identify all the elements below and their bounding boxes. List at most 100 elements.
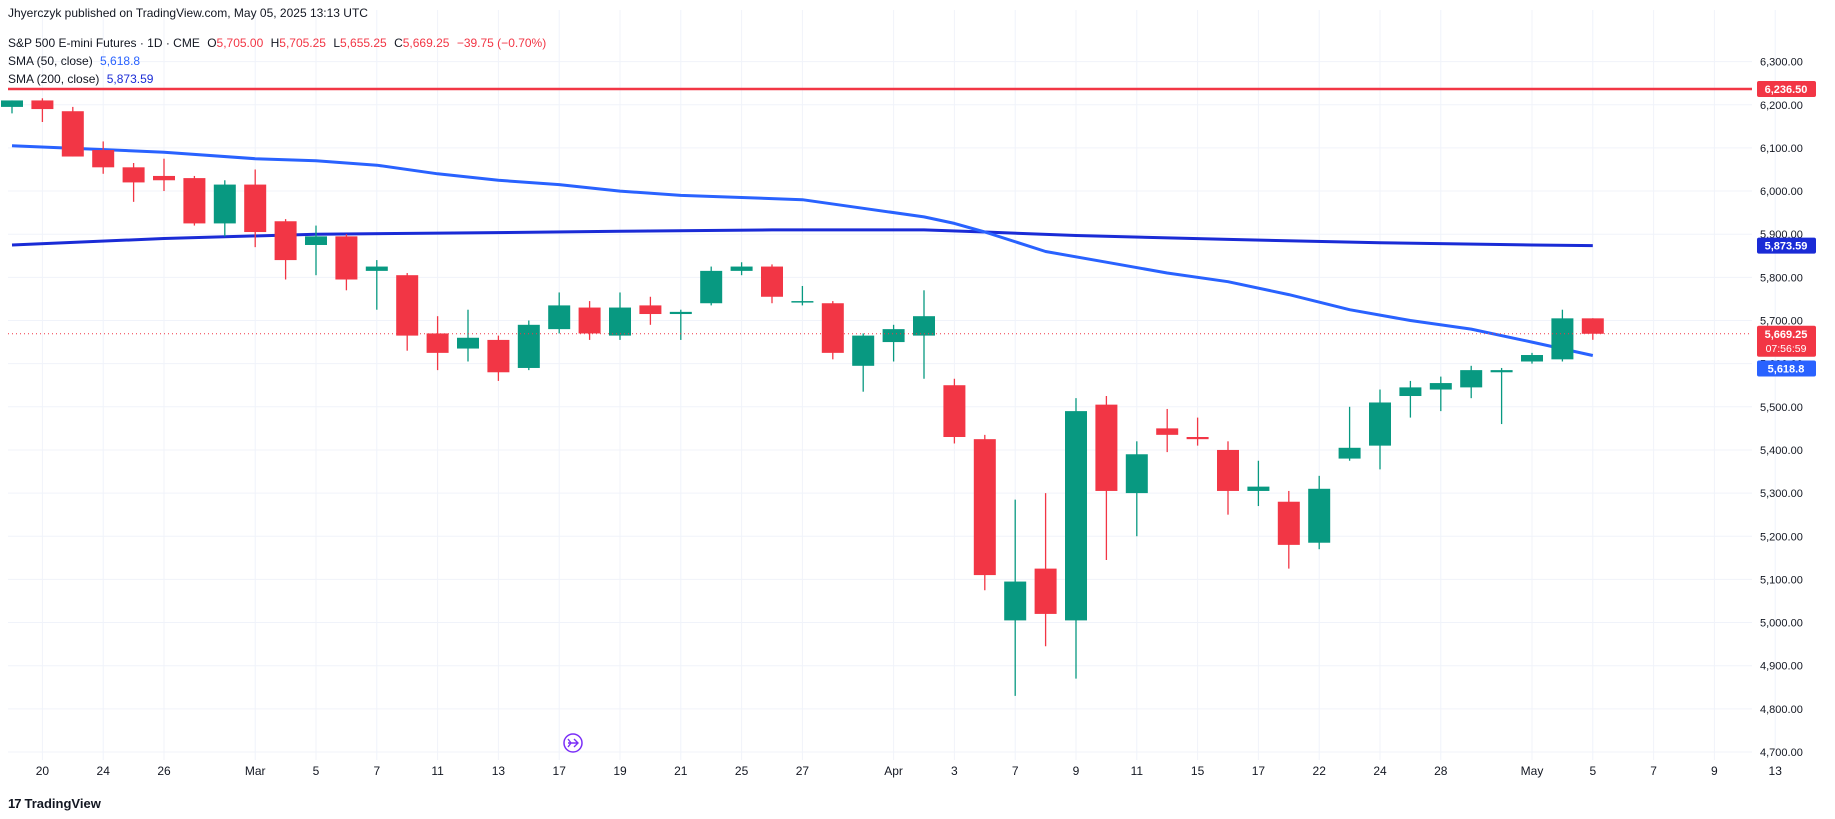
candle-down[interactable] [92,141,115,174]
last-price-tag-text: 5,669.25 [1765,329,1808,341]
sma200-legend-row[interactable]: SMA (200, close) 5,873.59 [8,70,546,88]
candle-up[interactable] [730,262,753,276]
candle-up[interactable] [1429,376,1452,412]
x-tick-label: 24 [97,764,111,778]
candle-up[interactable] [457,309,479,362]
last-price-tag: 5,669.25 07:56:59 [1757,325,1816,357]
candle-up[interactable] [609,292,631,340]
candle-down[interactable] [274,219,297,280]
candle-up[interactable] [700,266,723,306]
candle-up[interactable] [305,225,327,276]
candle-down[interactable] [153,158,175,192]
y-tick-label: 5,100.00 [1760,574,1803,586]
candle-up[interactable] [1125,441,1148,537]
candle-up[interactable] [791,285,814,306]
candle-body [1034,568,1057,614]
x-tick-label: 7 [1650,764,1657,778]
close-value: 5,669.25 [402,36,450,50]
candle-body [335,236,358,280]
candle-up[interactable] [913,290,935,379]
candle-up[interactable] [1551,309,1574,362]
x-tick-label: 9 [1073,764,1080,778]
candle-down[interactable] [183,175,206,226]
candle-down[interactable] [31,98,54,123]
candle-up[interactable] [1247,460,1270,507]
candle-body [1156,428,1179,435]
candle-body [1338,447,1361,459]
candle-up[interactable] [213,180,236,237]
sma50-line[interactable] [11,144,1594,357]
candle-down[interactable] [335,234,358,291]
candle-up[interactable] [852,333,875,392]
candle-up[interactable] [1521,352,1543,364]
candle-up[interactable] [1065,398,1087,679]
tradingview-logo: 17 [8,796,22,811]
candle-body [1277,501,1300,545]
candle-down[interactable] [1277,490,1300,569]
sma50-price-tag-bg [1757,360,1816,377]
candle-body [1186,437,1209,440]
candle-body [1065,411,1087,621]
candle-up[interactable] [1460,365,1483,399]
candle-body [183,178,206,224]
candle-body [1429,383,1452,390]
candle-down[interactable] [1581,318,1604,340]
ohlc-row[interactable]: S&P 500 E-mini Futures · 1D · CME O5,705… [8,34,546,52]
candle-up[interactable] [1308,475,1331,550]
candle-down[interactable] [1034,493,1057,647]
y-tick-label: 6,100.00 [1760,143,1803,155]
candle-up[interactable] [1399,380,1422,418]
candle-up[interactable] [1369,389,1391,470]
time-axis[interactable]: 20 24 26 Mar 5 7 11 13 17 19 21 25 27 Apr 3 7 9 11 15 17 22 2… [36,764,1782,778]
candle-body [913,316,935,336]
x-tick-label: 19 [613,764,627,778]
candle-up[interactable] [882,324,905,362]
candle-up[interactable] [365,260,388,310]
candle-up[interactable] [517,320,540,371]
open-value: 5,705.00 [216,36,264,50]
tradingview-footer[interactable]: 17 TradingView [8,796,101,811]
candle-down[interactable] [973,434,996,591]
candle-down[interactable] [122,163,145,202]
candle-body [274,221,297,261]
candle-body [365,266,388,271]
candle-body [548,305,571,330]
candle-down[interactable] [1217,441,1239,515]
y-tick-label: 6,300.00 [1760,57,1803,69]
candle-down[interactable] [578,301,601,340]
candle-down[interactable] [244,169,267,248]
y-tick-label: 4,800.00 [1760,704,1803,716]
candle-down[interactable] [761,264,783,304]
candle-up[interactable] [1338,406,1361,461]
candle-down[interactable] [639,296,662,325]
x-tick-label: 22 [1313,764,1327,778]
candle-up[interactable] [1490,367,1513,425]
candle-up[interactable] [669,309,692,340]
candle-down[interactable] [1186,417,1209,446]
candle-body [517,324,540,368]
candle-up[interactable] [1004,499,1027,696]
candle-down[interactable] [1156,408,1179,453]
candle-down[interactable] [943,378,966,444]
candle-body [213,184,236,224]
candle-down[interactable] [396,273,419,351]
candle-body [305,236,327,245]
tradingview-brand: TradingView [24,796,101,811]
sma50-legend-row[interactable]: SMA (50, close) 5,618.8 [8,52,546,70]
x-tick-label: Mar [245,764,266,778]
x-tick-label: 9 [1711,764,1718,778]
candle-up[interactable] [548,292,571,334]
candle-body [1125,454,1148,494]
replay-icon[interactable] [563,733,583,753]
candle-down[interactable] [821,301,844,360]
candle-body [1217,449,1239,491]
candle-down[interactable] [426,316,449,371]
x-tick-label: 13 [492,764,506,778]
candle-up[interactable] [1,100,23,114]
candle-down[interactable] [487,335,510,381]
candle-down[interactable] [61,106,84,157]
candle-down[interactable] [1095,396,1118,560]
price-axis[interactable]: 4,700.00 4,800.00 4,900.00 5,000.00 5,100.00… [1760,57,1803,759]
y-tick-label: 5,700.00 [1760,316,1803,328]
